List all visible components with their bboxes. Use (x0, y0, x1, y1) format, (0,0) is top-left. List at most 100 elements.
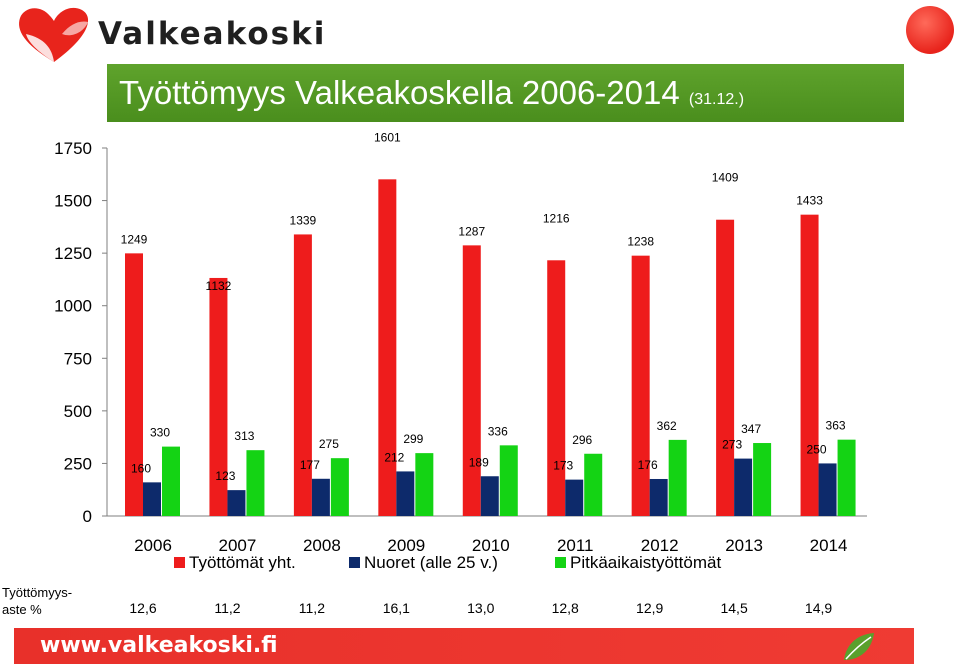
rate-label-line2: aste % (2, 602, 42, 617)
bar-total (378, 179, 397, 516)
bar-total (209, 277, 228, 516)
label-longterm: 296 (572, 433, 592, 447)
bar-total (293, 234, 312, 516)
bar-total (462, 245, 481, 516)
bar-youth (818, 463, 837, 516)
legend-swatch (555, 557, 566, 568)
y-tick-label: 500 (64, 402, 92, 421)
legend-label: Pitkäaikaistyöttömät (570, 553, 721, 572)
y-tick-label: 0 (83, 507, 92, 526)
label-longterm: 275 (319, 437, 339, 451)
x-tick-label: 2013 (725, 536, 763, 555)
bar-longterm (415, 453, 434, 516)
chart-title: Työttömyys Valkeakoskella 2006-2014 (31.… (119, 74, 744, 112)
rate-value: 12,9 (636, 600, 664, 616)
y-tick-label: 1000 (54, 297, 92, 316)
label-youth: 212 (384, 450, 404, 464)
footer-bar: www.valkeakoski.fi (14, 628, 914, 664)
y-tick-label: 1750 (54, 139, 92, 158)
x-tick-label: 2008 (303, 536, 341, 555)
chart-title-note: (31.12.) (688, 91, 745, 108)
bar-youth (227, 490, 246, 516)
bar-youth (480, 476, 499, 516)
label-total: 1433 (796, 194, 823, 208)
label-youth: 173 (553, 459, 573, 473)
rate-value: 14,5 (720, 600, 748, 616)
y-tick-label: 1250 (54, 244, 92, 263)
label-total: 1238 (627, 235, 654, 249)
bar-total (631, 255, 650, 516)
leaf-logo-icon (844, 633, 874, 660)
rate-label: Työttömyys- aste % (2, 584, 72, 618)
bar-longterm (162, 446, 180, 516)
label-youth: 250 (807, 442, 827, 456)
bar-longterm (246, 450, 265, 516)
rate-value: 13,0 (467, 600, 495, 616)
label-youth: 273 (722, 438, 742, 452)
x-tick-label: 2009 (387, 536, 425, 555)
bar-total (547, 260, 566, 516)
y-tick-label: 1500 (54, 192, 92, 211)
bar-youth (734, 458, 753, 516)
label-total: 1287 (458, 224, 485, 238)
label-youth: 189 (469, 455, 489, 469)
label-total: 1339 (290, 213, 317, 227)
label-youth: 176 (638, 458, 658, 472)
rate-value: 11,2 (298, 600, 325, 616)
chart-title-main: Työttömyys Valkeakoskella 2006-2014 (119, 74, 680, 111)
label-longterm: 330 (150, 426, 170, 440)
label-youth: 123 (215, 469, 235, 483)
y-tick-label: 750 (64, 349, 92, 368)
rate-value: 11,2 (214, 600, 241, 616)
bar-longterm (837, 439, 856, 516)
label-longterm: 347 (741, 422, 761, 436)
legend-swatch (174, 557, 185, 568)
y-ticks: 0 250 500 750 1000 1250 1500 1750 (54, 139, 107, 526)
bar-youth (311, 478, 330, 516)
label-longterm: 299 (403, 432, 423, 446)
website-link[interactable]: www.valkeakoski.fi (40, 633, 278, 658)
legend-swatch (349, 557, 360, 568)
bar-longterm (330, 458, 349, 516)
label-total: 1601 (374, 130, 401, 144)
x-tick-label: 2012 (641, 536, 679, 555)
x-tick-labels: 2006 2007 2008 2009 2010 2011 2012 2013 2014 (134, 536, 847, 555)
label-longterm: 363 (826, 419, 846, 433)
x-tick-label: 2011 (557, 536, 594, 555)
label-total: 1409 (712, 171, 739, 185)
label-youth: 177 (300, 458, 320, 472)
rate-value: 16,1 (382, 600, 410, 616)
bars: 1249 160 330 1132 123 313 1339 177 275 1601 212 299… (121, 130, 856, 516)
label-youth: 160 (131, 461, 151, 475)
label-longterm: 336 (488, 424, 508, 438)
legend-label: Työttömät yht. (189, 553, 296, 572)
corner-logo-icon (906, 6, 954, 54)
bar-youth (143, 482, 161, 516)
label-longterm: 362 (657, 419, 677, 433)
bar-longterm (668, 439, 687, 516)
bar-youth (649, 478, 668, 516)
bar-longterm (499, 445, 518, 516)
x-tick-label: 2010 (472, 536, 510, 555)
y-tick-label: 250 (64, 454, 92, 473)
legend-label: Nuoret (alle 25 v.) (364, 553, 498, 572)
label-total: 1249 (121, 232, 148, 246)
x-tick-label: 2007 (219, 536, 257, 555)
x-tick-label: 2006 (134, 536, 172, 555)
label-total: 1132 (206, 279, 232, 293)
bar-total (800, 214, 819, 516)
label-total: 1216 (543, 211, 570, 225)
rate-value: 14,9 (804, 600, 833, 616)
rate-value: 12,6 (129, 600, 157, 616)
bar-longterm (753, 443, 772, 516)
heart-logo-icon (19, 7, 89, 63)
rate-label-line1: Työttömyys- (2, 585, 73, 600)
x-tick-label: 2014 (810, 536, 848, 555)
rate-value: 12,8 (551, 600, 579, 616)
bar-longterm (584, 453, 603, 516)
bar-youth (396, 471, 415, 516)
label-longterm: 313 (234, 429, 254, 443)
title-bar: Työttömyys Valkeakoskella 2006-2014 (31.… (107, 64, 904, 122)
bar-total (716, 219, 735, 516)
